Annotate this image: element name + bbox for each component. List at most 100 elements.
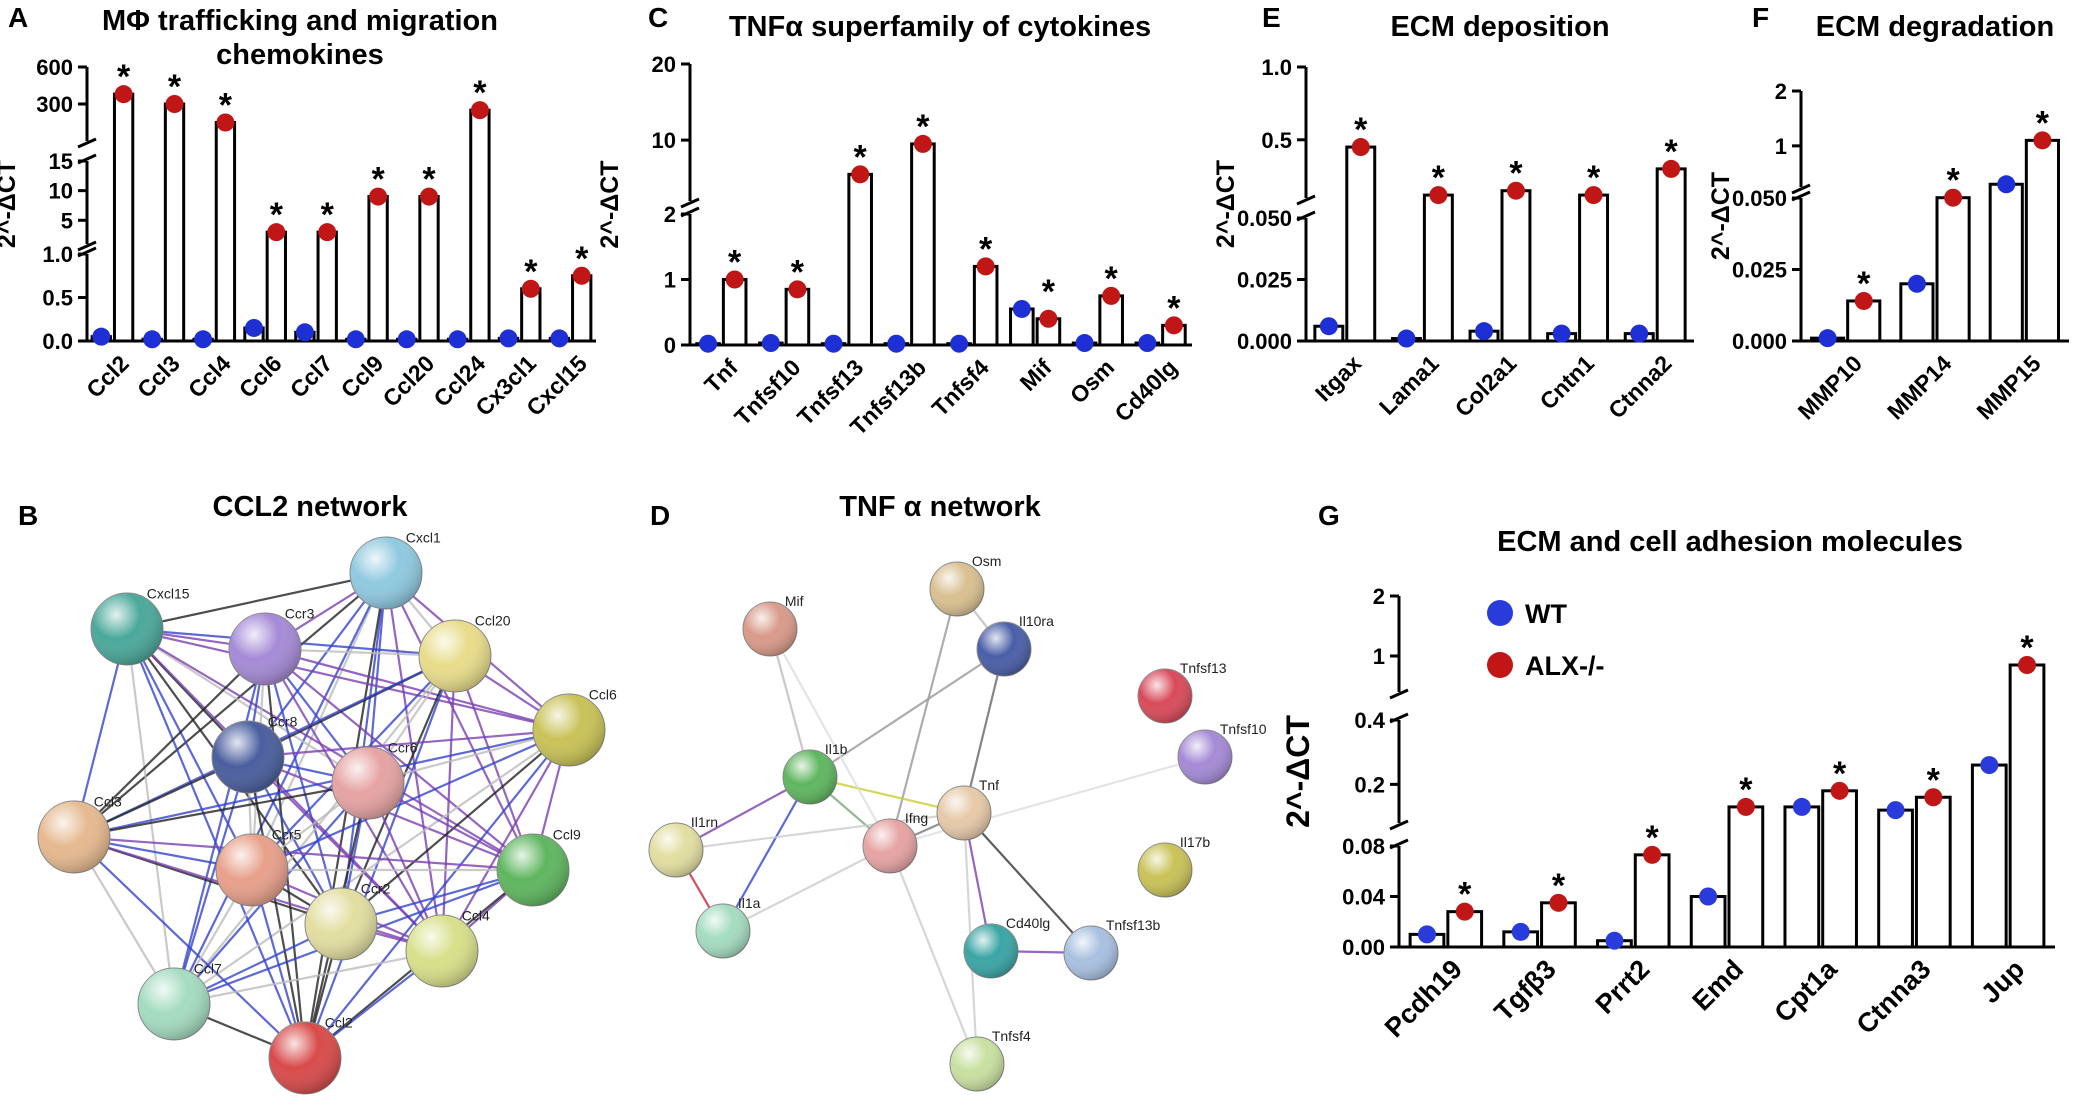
significance-star: *: [1739, 771, 1753, 809]
axis-break: [1389, 819, 1409, 831]
bar: [721, 278, 748, 347]
y-tick-label: 2: [664, 202, 676, 227]
y-tick-label: 0.08: [1342, 834, 1385, 859]
significance-star: *: [979, 230, 993, 268]
data-point: [976, 257, 995, 276]
network-edge: [675, 811, 965, 852]
panel-letter: D: [650, 500, 671, 531]
y-tick-label: 10: [49, 179, 73, 204]
node-gloss: [91, 593, 163, 665]
x-tick-label: Cpt1a: [1769, 953, 1844, 1028]
bar: [265, 230, 287, 343]
node-label: Tnfsf13b: [1106, 917, 1161, 933]
network-edge: [173, 655, 456, 1005]
bar: [1783, 805, 1821, 949]
network-edge: [247, 755, 534, 872]
significance-star: *: [2036, 104, 2050, 142]
network-edge: [888, 845, 979, 1065]
data-point: [1506, 181, 1525, 200]
x-tick-label: Ctnna2: [1603, 350, 1677, 424]
x-tick-label: Ccl3: [132, 350, 185, 403]
data-point: [1907, 274, 1926, 293]
data-point: [1164, 316, 1183, 335]
bar: [1970, 763, 2008, 949]
network-edge: [73, 836, 306, 1059]
x-tick-label: Tnfsf10: [729, 354, 805, 430]
y-tick-label: 15: [49, 149, 73, 174]
bar: [112, 92, 135, 343]
node-label: Ccr2: [361, 880, 391, 896]
network-edge: [264, 647, 570, 732]
x-tick-label: MMP10: [1793, 350, 1867, 424]
y-tick-label: 0.000: [1237, 329, 1292, 354]
node-label: Ccl7: [194, 960, 222, 976]
y-tick-label: 0.4: [1354, 708, 1385, 733]
node-label: Ccr5: [272, 826, 302, 842]
data-point: [1511, 922, 1530, 941]
significance-star: *: [1857, 265, 1871, 303]
data-point: [244, 318, 263, 337]
node-label: Ccl9: [553, 826, 581, 842]
y-tick-label: 0.0: [42, 329, 73, 354]
data-point: [572, 266, 591, 285]
significance-star: *: [1509, 155, 1523, 193]
bar: [1578, 193, 1610, 343]
legend-marker: [1487, 600, 1513, 626]
panel-title: TNFα superfamily of cytokines: [728, 11, 1152, 43]
significance-star: *: [1042, 273, 1056, 311]
data-point: [1980, 756, 1999, 775]
y-tick-label: 2: [1775, 79, 1787, 104]
panel-title: MΦ trafficking and migration chemokines: [102, 5, 498, 71]
y-tick-label: 0.5: [42, 286, 73, 311]
node-label: Ccl2: [325, 1014, 353, 1030]
x-tick-label: Lama1: [1374, 350, 1444, 420]
node-label: Tnf: [979, 777, 999, 793]
data-point: [1630, 324, 1649, 343]
significance-star: *: [1587, 159, 1601, 197]
node-label: Ccl3: [94, 793, 122, 809]
data-point: [1818, 329, 1837, 348]
node-gloss: [305, 888, 377, 960]
x-tick-label: Ccl4: [183, 350, 236, 403]
y-tick-label: 0.000: [1732, 329, 1787, 354]
data-point: [1429, 186, 1448, 205]
node-gloss: [229, 613, 301, 685]
panel-title: ECM degradation: [1815, 11, 2055, 43]
y-tick-label: 0.025: [1237, 268, 1292, 293]
data-point: [2018, 656, 2037, 674]
network-edge: [126, 571, 387, 631]
data-point: [420, 187, 439, 206]
data-point: [267, 223, 286, 242]
y-tick-label: 300: [36, 92, 73, 117]
bar: [2008, 663, 2046, 949]
network-edge: [304, 729, 570, 1059]
bar: [571, 274, 593, 343]
data-point: [1886, 801, 1905, 820]
bar: [1821, 789, 1858, 949]
y-tick-label: 0.050: [1237, 206, 1292, 231]
axis-break: [1389, 688, 1409, 700]
network-edge: [384, 572, 444, 952]
bar: [1633, 853, 1671, 949]
data-point: [913, 134, 932, 153]
significance-star: *: [728, 244, 742, 282]
x-tick-label: Prrt2: [1590, 954, 1656, 1020]
significance-star: *: [1167, 289, 1181, 327]
significance-star: *: [1105, 260, 1119, 298]
y-tick-label: 1: [664, 268, 676, 293]
data-point: [470, 101, 489, 120]
significance-star: *: [1927, 761, 1941, 799]
data-point: [1397, 329, 1416, 348]
y-tick-label: 1.0: [42, 242, 73, 267]
node-label: Cxcl1: [406, 529, 441, 545]
network-edge: [440, 655, 457, 952]
bar: [972, 264, 999, 347]
data-point: [1552, 324, 1571, 343]
network-edge: [73, 572, 387, 838]
node-gloss: [964, 924, 1018, 978]
bar: [214, 121, 237, 343]
data-point: [851, 165, 870, 184]
data-point: [165, 95, 184, 113]
y-tick-label: 5: [61, 208, 73, 233]
x-tick-label: Col2a1: [1450, 350, 1522, 422]
